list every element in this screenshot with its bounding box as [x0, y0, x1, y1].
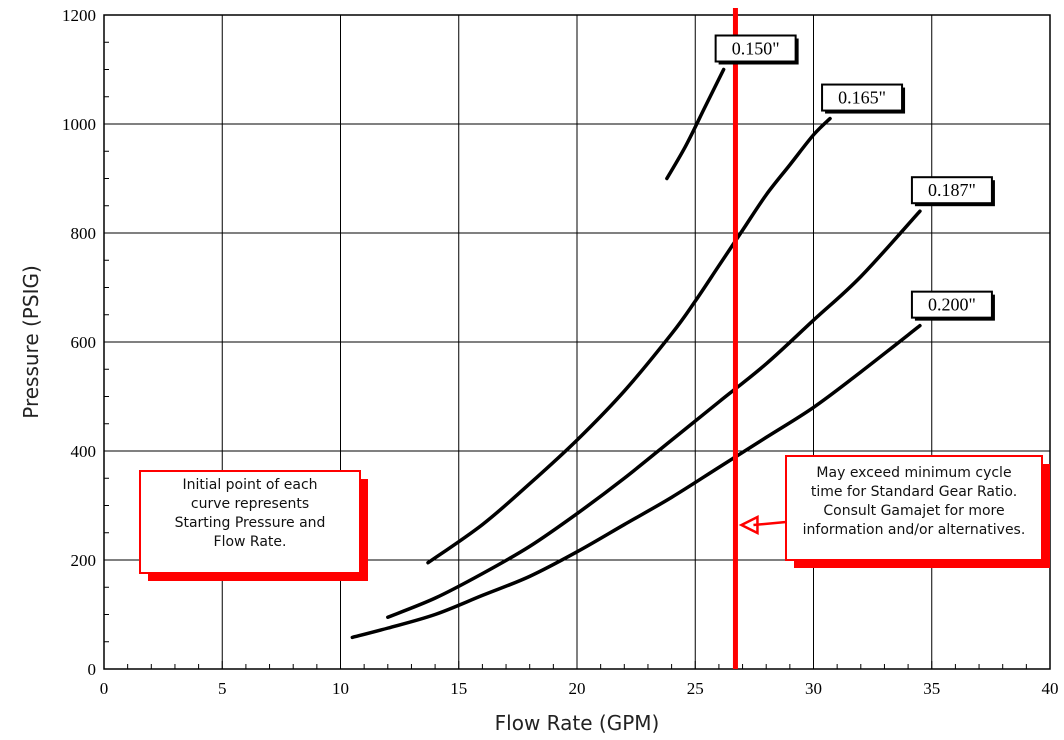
- annotation-line: Flow Rate.: [214, 534, 287, 550]
- series-line-1: [426, 116, 832, 565]
- series-label-text: 0.165": [838, 88, 886, 108]
- annotation-box-0: Initial point of each curve represents Sta…: [139, 470, 368, 581]
- x-tick-labels: 0 5 10 15 20 25 30 35 40: [100, 679, 1059, 698]
- series-label-2: 0.187": [910, 176, 995, 207]
- series-label-text: 0.150": [732, 39, 780, 59]
- y-tick-label: 1000: [62, 115, 96, 134]
- annotation-line: curve represents: [191, 496, 309, 512]
- x-tick-label: 30: [805, 679, 822, 698]
- y-tick-label: 1200: [62, 6, 96, 25]
- x-tick-label: 20: [569, 679, 586, 698]
- series-labels: 0.150" 0.165" 0.187" 0.200": [714, 34, 995, 321]
- x-tick-label: 0: [100, 679, 109, 698]
- y-axis-title: Pressure (PSIG): [19, 265, 43, 419]
- x-tick-label: 10: [332, 679, 349, 698]
- annotation-line: information and/or alternatives.: [803, 522, 1026, 538]
- x-tick-label: 15: [450, 679, 467, 698]
- series-label-text: 0.187": [928, 180, 976, 200]
- series-label-3: 0.200": [910, 290, 995, 321]
- x-tick-label: 5: [218, 679, 227, 698]
- annotation-line: Consult Gamajet for more: [823, 503, 1004, 519]
- y-tick-label: 0: [88, 660, 97, 679]
- grid: [104, 15, 1050, 669]
- x-tick-label: 40: [1042, 679, 1059, 698]
- series-line-0: [665, 67, 726, 181]
- annotation-line: Initial point of each: [182, 477, 317, 493]
- series-line-2: [386, 209, 922, 619]
- annotation-box-1: May exceed minimum cycle time for Standar…: [785, 455, 1050, 568]
- y-tick-label: 400: [71, 442, 97, 461]
- annotations: Initial point of each curve represents Sta…: [139, 455, 1050, 581]
- annotation-line: May exceed minimum cycle: [816, 465, 1011, 481]
- y-tick-label: 800: [71, 224, 97, 243]
- x-axis-title: Flow Rate (GPM): [495, 711, 660, 735]
- annotation-arrow: [738, 514, 787, 536]
- series-label-0: 0.150": [714, 34, 799, 65]
- series-curves: [350, 67, 922, 640]
- minor-ticks: [103, 14, 1051, 670]
- series-label-text: 0.200": [928, 295, 976, 315]
- annotation-line: time for Standard Gear Ratio.: [811, 484, 1017, 500]
- x-tick-label: 25: [687, 679, 704, 698]
- series-label-1: 0.165": [821, 83, 906, 114]
- series-line-3: [350, 323, 922, 640]
- x-tick-label: 35: [923, 679, 940, 698]
- y-tick-label: 200: [71, 551, 97, 570]
- y-tick-labels: 0 200 400 600 800 1000 1200: [62, 6, 96, 679]
- annotation-line: Starting Pressure and: [175, 515, 326, 531]
- y-tick-label: 600: [71, 333, 97, 352]
